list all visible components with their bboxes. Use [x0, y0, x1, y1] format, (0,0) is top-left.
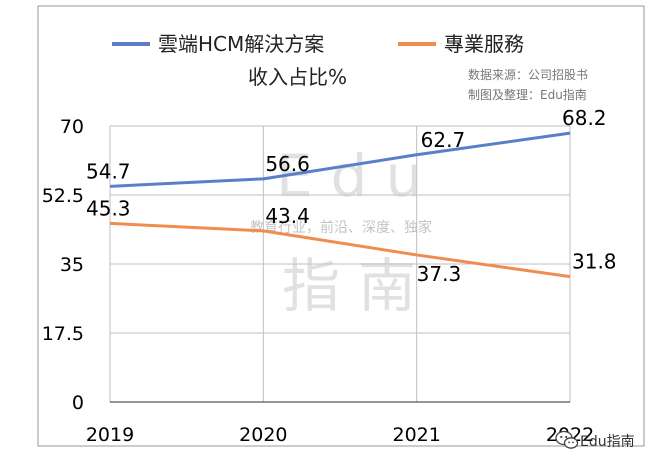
grid-layer [109, 125, 571, 403]
data-label: 68.2 [562, 106, 607, 130]
source-note: 数据来源：公司招股书 [468, 67, 588, 82]
y-tick-label: 17.5 [42, 323, 84, 345]
y-tick-label: 35 [60, 254, 84, 276]
footer-text: Edu指南 [580, 434, 635, 450]
data-label: 62.7 [421, 128, 466, 152]
data-label: 37.3 [417, 262, 462, 286]
y-tick-label: 52.5 [42, 185, 84, 207]
wechat-icon [555, 430, 579, 449]
label-layer: 54.7 56.6 62.7 68.2 45.3 43.4 37.3 31.8 [86, 106, 617, 286]
data-label: 54.7 [86, 159, 131, 183]
data-label: 43.4 [265, 204, 310, 228]
x-tick-label: 2021 [392, 424, 440, 446]
series-line-professional-services [109, 221, 571, 279]
chart-title: 收入占比% [248, 65, 347, 89]
y-tick-label: 70 [60, 116, 84, 138]
data-label: 45.3 [86, 196, 131, 220]
chart-frame [37, 5, 645, 447]
watermark-tagline: 教育行业，前沿、深度、独家 [250, 219, 432, 236]
series-layer [109, 131, 571, 279]
series-line-cloud-hcm [109, 131, 571, 188]
x-tick-label: 2020 [239, 424, 287, 446]
made-by-note: 制图及整理：Edu指南 [468, 87, 587, 102]
data-label: 56.6 [265, 152, 310, 176]
legend-label-professional-services: 專業服務 [444, 32, 524, 56]
data-label: 31.8 [572, 250, 617, 274]
footer-brand: Edu指南 [555, 430, 635, 450]
x-tick-label: 2019 [86, 424, 134, 446]
y-tick-label: 0 [72, 392, 84, 414]
watermark-edu: Edu [276, 142, 440, 210]
watermark-zhinan: 指南 [282, 252, 434, 320]
legend-label-cloud-hcm: 雲端HCM解決方案 [158, 32, 324, 56]
legend: 雲端HCM解決方案 專業服務 [112, 32, 524, 56]
watermark: Edu 教育行业，前沿、深度、独家 指南 [250, 142, 440, 320]
